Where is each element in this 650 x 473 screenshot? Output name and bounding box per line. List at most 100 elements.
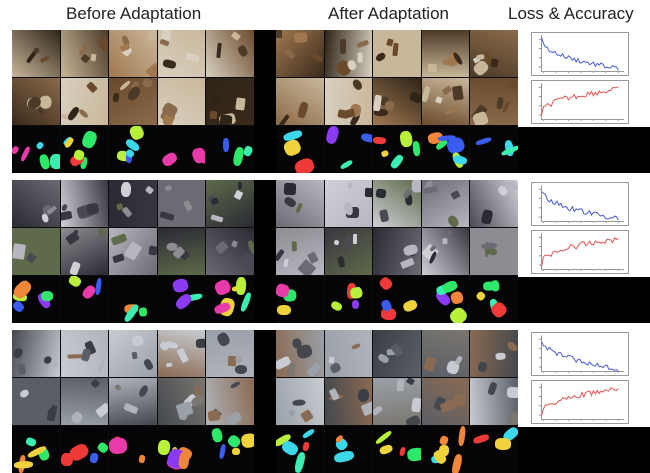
plot-axes [542,84,625,120]
segment-mask [24,436,38,448]
object-shape [159,39,169,47]
image-tile [157,78,206,125]
segment-mask [450,453,464,473]
image-tile [12,330,60,377]
segment-mask [13,460,33,469]
object-shape [451,85,464,101]
segment-mask [360,131,373,144]
object-shape [40,55,52,65]
object-shape [400,257,415,269]
segmentation-tile [276,426,324,473]
loss-line [542,192,619,220]
object-shape [159,211,175,221]
object-shape [444,105,461,116]
plot-svg [532,81,628,123]
object-shape [445,229,453,236]
segment-mask [276,304,291,316]
object-shape [276,30,282,39]
segment-mask [218,443,227,460]
segmentation-tile [12,126,60,173]
object-shape [306,362,323,377]
segment-mask [293,155,317,173]
object-shape [356,52,363,63]
segment-mask [373,136,387,145]
object-shape [490,58,499,68]
segmentation-tile [109,126,157,173]
object-shape [506,180,518,193]
object-shape [276,248,285,261]
segment-mask [399,446,407,457]
object-shape [80,348,93,363]
object-shape [291,241,297,252]
object-shape [299,408,314,423]
image-tile [206,30,254,77]
object-shape [145,62,157,77]
column-divider [254,180,276,323]
object-shape [34,47,40,54]
object-shape [90,54,97,62]
segmentation-tile [470,426,518,473]
object-shape [487,381,498,396]
plot-svg [532,333,628,375]
image-tile [206,78,254,125]
image-tile [421,78,470,125]
segmentation-tile [324,126,373,173]
object-shape [476,54,486,60]
image-tile [276,78,324,125]
segment-mask [178,451,190,470]
segmentation-tile [470,276,518,323]
object-shape [112,92,120,103]
segment-mask [35,140,45,151]
object-shape [506,387,518,399]
object-shape [60,210,73,221]
accuracy-line [542,87,619,116]
object-shape [282,195,298,209]
object-shape [287,408,297,418]
plot-axes [542,186,625,222]
plot-svg [532,33,628,75]
segment-mask [80,128,99,150]
object-shape [125,84,143,103]
segment-mask [378,443,394,456]
image-tile [12,78,60,125]
segment-mask [473,432,491,444]
segment-mask [491,279,501,292]
accuracy-plot [531,230,629,274]
image-tile [60,78,109,125]
scene-1-before-grid [12,30,254,173]
object-shape [291,399,306,406]
object-shape [110,233,128,247]
object-shape [86,80,99,93]
image-tile [157,330,206,377]
object-shape [210,214,224,223]
image-tile [60,330,109,377]
segmentation-tile [60,126,109,173]
segment-mask [223,138,229,153]
segment-mask [109,437,128,456]
segmentation-tile [421,426,470,473]
image-tile [276,180,324,227]
object-shape [148,245,157,256]
loss-plot [531,182,629,226]
image-tile [109,330,157,377]
object-shape [112,253,126,264]
segment-mask [240,432,254,449]
header-before: Before Adaptation [66,4,202,23]
object-shape [339,38,347,55]
segment-mask [339,159,353,171]
segmentation-tile [109,276,157,323]
image-tile [421,330,470,377]
object-shape [350,342,361,351]
object-shape [77,107,90,120]
object-shape [120,182,132,198]
image-tile [373,330,421,377]
object-shape [143,358,155,372]
object-shape [224,410,243,425]
image-tile [373,78,421,125]
image-tile [373,228,421,275]
object-shape [142,78,154,88]
object-shape [65,105,80,122]
segment-mask [374,429,393,446]
segment-mask [406,446,421,463]
image-tile [60,378,109,425]
